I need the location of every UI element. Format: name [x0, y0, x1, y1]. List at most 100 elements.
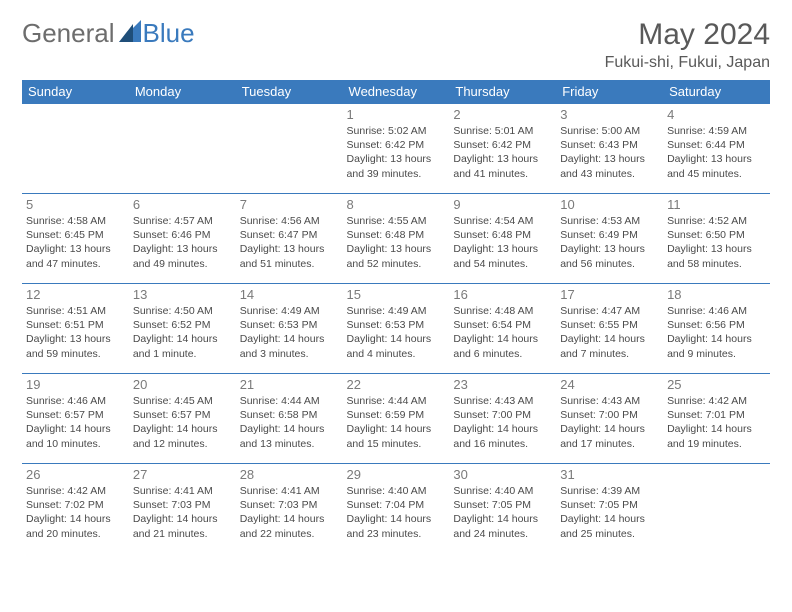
day-number: 14	[240, 287, 339, 302]
sunset-line: Sunset: 6:44 PM	[667, 138, 766, 152]
daylight-line: Daylight: 14 hours and 25 minutes.	[560, 512, 659, 540]
location-subtitle: Fukui-shi, Fukui, Japan	[605, 54, 770, 72]
brand-general: General	[22, 18, 115, 49]
sunset-line: Sunset: 6:42 PM	[453, 138, 552, 152]
daylight-line: Daylight: 13 hours and 56 minutes.	[560, 242, 659, 270]
sunrise-line: Sunrise: 4:56 AM	[240, 214, 339, 228]
daylight-line: Daylight: 14 hours and 7 minutes.	[560, 332, 659, 360]
day-number: 27	[133, 467, 232, 482]
sunset-line: Sunset: 6:57 PM	[26, 408, 125, 422]
weekday-header: Monday	[129, 80, 236, 104]
sunrise-line: Sunrise: 4:45 AM	[133, 394, 232, 408]
daylight-line: Daylight: 14 hours and 6 minutes.	[453, 332, 552, 360]
sunset-line: Sunset: 7:05 PM	[560, 498, 659, 512]
day-number: 25	[667, 377, 766, 392]
sunrise-line: Sunrise: 4:48 AM	[453, 304, 552, 318]
sunset-line: Sunset: 6:58 PM	[240, 408, 339, 422]
daylight-line: Daylight: 14 hours and 21 minutes.	[133, 512, 232, 540]
calendar-row: 19Sunrise: 4:46 AMSunset: 6:57 PMDayligh…	[22, 374, 770, 464]
daylight-line: Daylight: 14 hours and 3 minutes.	[240, 332, 339, 360]
sunset-line: Sunset: 6:51 PM	[26, 318, 125, 332]
calendar-cell: 1Sunrise: 5:02 AMSunset: 6:42 PMDaylight…	[343, 104, 450, 194]
day-number: 9	[453, 197, 552, 212]
page-header: General Blue May 2024 Fukui-shi, Fukui, …	[22, 18, 770, 72]
daylight-line: Daylight: 14 hours and 10 minutes.	[26, 422, 125, 450]
day-number: 19	[26, 377, 125, 392]
day-number: 28	[240, 467, 339, 482]
calendar-row: 5Sunrise: 4:58 AMSunset: 6:45 PMDaylight…	[22, 194, 770, 284]
calendar-cell: 15Sunrise: 4:49 AMSunset: 6:53 PMDayligh…	[343, 284, 450, 374]
calendar-cell: 2Sunrise: 5:01 AMSunset: 6:42 PMDaylight…	[449, 104, 556, 194]
calendar-cell: 27 Sunrise: 4:41 AMSunset: 7:03 PMDayligh…	[129, 464, 236, 554]
daylight-line: Daylight: 13 hours and 39 minutes.	[347, 152, 446, 180]
sunrise-line: Sunrise: 4:44 AM	[240, 394, 339, 408]
sunrise-line: Sunrise: 4:41 AM	[133, 484, 232, 498]
day-number: 18	[667, 287, 766, 302]
day-number: 5	[26, 197, 125, 212]
sunset-line: Sunset: 7:04 PM	[347, 498, 446, 512]
daylight-line: Daylight: 14 hours and 23 minutes.	[347, 512, 446, 540]
calendar-cell: 26Sunrise: 4:42 AMSunset: 7:02 PMDayligh…	[22, 464, 129, 554]
title-block: May 2024 Fukui-shi, Fukui, Japan	[605, 18, 770, 72]
sunrise-line: Sunrise: 4:54 AM	[453, 214, 552, 228]
day-number: 24	[560, 377, 659, 392]
daylight-line: Daylight: 13 hours and 49 minutes.	[133, 242, 232, 270]
calendar-cell: 14Sunrise: 4:49 AMSunset: 6:53 PMDayligh…	[236, 284, 343, 374]
weekday-header-row: SundayMondayTuesdayWednesdayThursdayFrid…	[22, 80, 770, 104]
daylight-line: Daylight: 13 hours and 58 minutes.	[667, 242, 766, 270]
sunset-line: Sunset: 6:45 PM	[26, 228, 125, 242]
day-number: 30	[453, 467, 552, 482]
day-number: 31	[560, 467, 659, 482]
sunset-line: Sunset: 6:47 PM	[240, 228, 339, 242]
sunrise-line: Sunrise: 4:50 AM	[133, 304, 232, 318]
calendar-cell: 28Sunrise: 4:41 AMSunset: 7:03 PMDayligh…	[236, 464, 343, 554]
day-number: 4	[667, 107, 766, 122]
brand-logo: General Blue	[22, 18, 195, 49]
sunrise-line: Sunrise: 4:39 AM	[560, 484, 659, 498]
daylight-line: Daylight: 14 hours and 16 minutes.	[453, 422, 552, 450]
calendar-cell: 4Sunrise: 4:59 AMSunset: 6:44 PMDaylight…	[663, 104, 770, 194]
calendar-cell: 18Sunrise: 4:46 AMSunset: 6:56 PMDayligh…	[663, 284, 770, 374]
daylight-line: Daylight: 14 hours and 19 minutes.	[667, 422, 766, 450]
sunset-line: Sunset: 6:55 PM	[560, 318, 659, 332]
brand-blue: Blue	[143, 18, 195, 49]
sunrise-line: Sunrise: 4:55 AM	[347, 214, 446, 228]
sunrise-line: Sunrise: 4:43 AM	[560, 394, 659, 408]
day-number: 1	[347, 107, 446, 122]
calendar-cell	[663, 464, 770, 554]
weekday-header: Friday	[556, 80, 663, 104]
calendar-cell: 16Sunrise: 4:48 AMSunset: 6:54 PMDayligh…	[449, 284, 556, 374]
sunset-line: Sunset: 7:03 PM	[240, 498, 339, 512]
sunrise-line: Sunrise: 4:40 AM	[347, 484, 446, 498]
sunrise-line: Sunrise: 4:46 AM	[26, 394, 125, 408]
daylight-line: Daylight: 13 hours and 52 minutes.	[347, 242, 446, 270]
day-number: 21	[240, 377, 339, 392]
sunrise-line: Sunrise: 4:44 AM	[347, 394, 446, 408]
calendar-cell: 23Sunrise: 4:43 AMSunset: 7:00 PMDayligh…	[449, 374, 556, 464]
day-number: 16	[453, 287, 552, 302]
day-number: 6	[133, 197, 232, 212]
calendar-row: 12Sunrise: 4:51 AMSunset: 6:51 PMDayligh…	[22, 284, 770, 374]
sunrise-line: Sunrise: 4:47 AM	[560, 304, 659, 318]
calendar-cell	[22, 104, 129, 194]
sunrise-line: Sunrise: 4:42 AM	[667, 394, 766, 408]
sunset-line: Sunset: 6:43 PM	[560, 138, 659, 152]
sunrise-line: Sunrise: 4:57 AM	[133, 214, 232, 228]
sunset-line: Sunset: 7:03 PM	[133, 498, 232, 512]
sunset-line: Sunset: 6:46 PM	[133, 228, 232, 242]
calendar-cell: 22Sunrise: 4:44 AMSunset: 6:59 PMDayligh…	[343, 374, 450, 464]
sunset-line: Sunset: 6:52 PM	[133, 318, 232, 332]
sunset-line: Sunset: 6:48 PM	[347, 228, 446, 242]
sunrise-line: Sunrise: 5:00 AM	[560, 124, 659, 138]
sunset-line: Sunset: 6:50 PM	[667, 228, 766, 242]
sunrise-line: Sunrise: 4:40 AM	[453, 484, 552, 498]
calendar-cell: 20Sunrise: 4:45 AMSunset: 6:57 PMDayligh…	[129, 374, 236, 464]
calendar-cell: 21Sunrise: 4:44 AMSunset: 6:58 PMDayligh…	[236, 374, 343, 464]
sunrise-line: Sunrise: 4:49 AM	[347, 304, 446, 318]
sunrise-line: Sunrise: 4:58 AM	[26, 214, 125, 228]
sunrise-line: Sunrise: 4:42 AM	[26, 484, 125, 498]
calendar-cell: 3Sunrise: 5:00 AMSunset: 6:43 PMDaylight…	[556, 104, 663, 194]
daylight-line: Daylight: 13 hours and 47 minutes.	[26, 242, 125, 270]
daylight-line: Daylight: 13 hours and 45 minutes.	[667, 152, 766, 180]
daylight-line: Daylight: 14 hours and 24 minutes.	[453, 512, 552, 540]
